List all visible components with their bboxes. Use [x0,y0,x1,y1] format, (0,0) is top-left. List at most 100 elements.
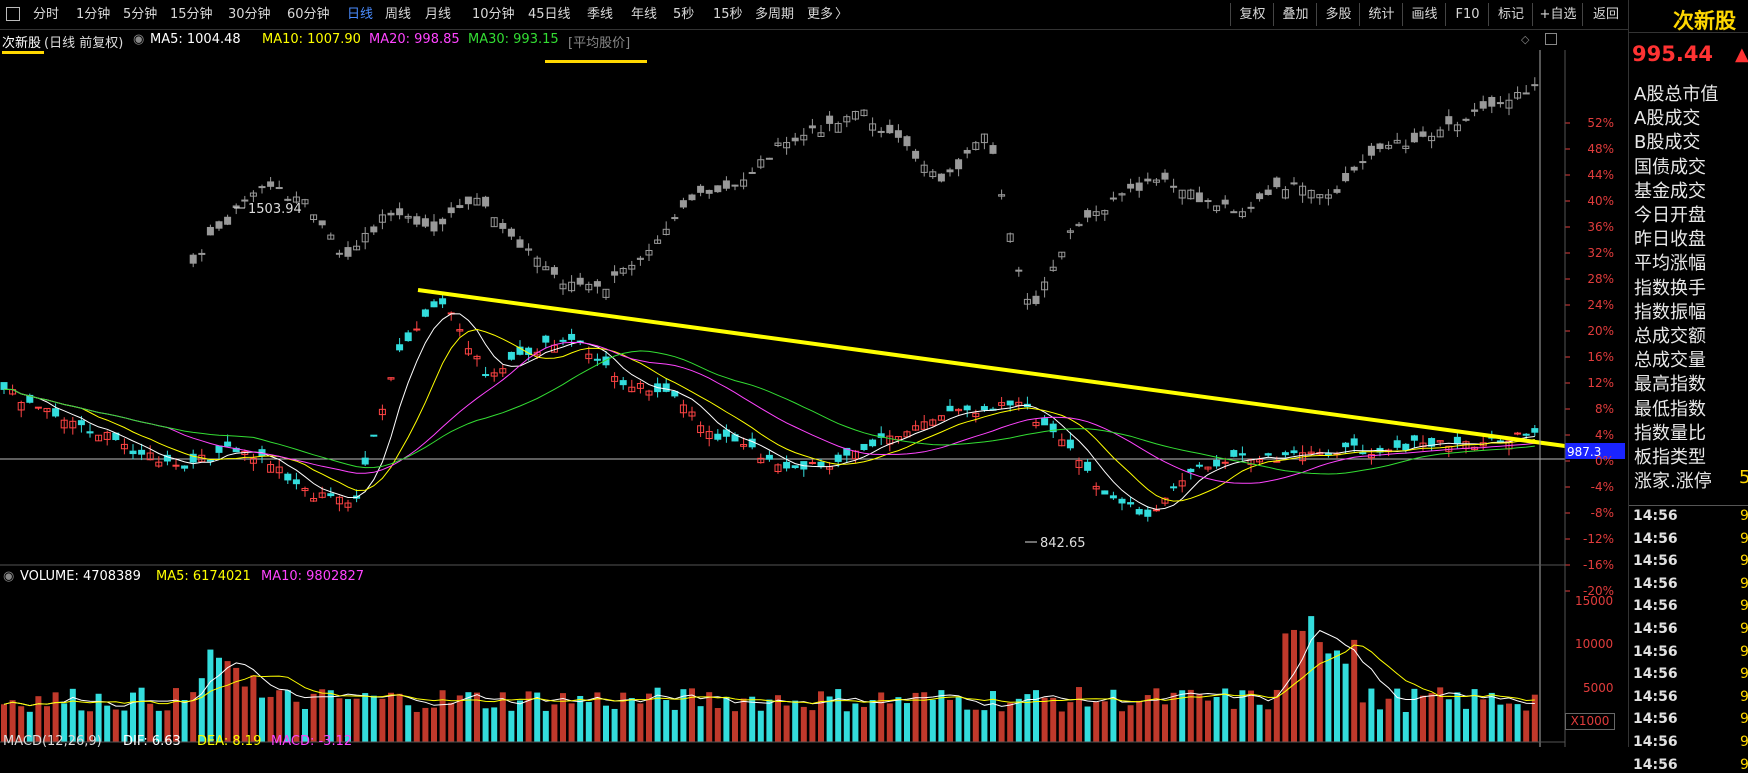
period-tab[interactable]: 1分钟 [76,7,111,22]
panel-menu-item[interactable]: 总成交量 [1634,350,1706,372]
avg-price-label[interactable]: [平均股价] [568,36,631,51]
volume-value: VOLUME: 4708389 [20,569,141,584]
chart-canvas[interactable]: 1503.94 842.65 987.3 52% 48% 44% 40% 36% 32% 2… [0,50,1628,747]
candlestick [1066,439,1074,449]
volume-bar [1256,704,1263,742]
window-icon[interactable] [6,7,20,21]
more-arrow-icon[interactable]: 〉 [835,7,849,22]
candlestick [568,281,576,292]
diamond-icon[interactable]: ◇ [1521,33,1530,46]
toolbar-button[interactable]: 返回 [1582,3,1629,26]
panel-menu-item[interactable]: A股总市值 [1634,84,1719,105]
panel-menu-item[interactable]: 总成交额 [1634,326,1706,347]
volume-bar [1153,688,1160,742]
tick-value: 9 [1740,666,1748,683]
period-tab[interactable]: 15秒 [713,7,743,22]
volume-bar [1015,698,1022,742]
candlestick [421,309,429,317]
candlestick [86,431,94,434]
candlestick [327,493,335,497]
panel-menu-item[interactable]: 最高指数 [1634,374,1706,396]
panel-menu-item[interactable]: 国债成交 [1634,156,1706,178]
panel-menu-item[interactable]: 最低指数 [1634,398,1706,420]
volume-ma5: MA5: 6174021 [156,569,251,584]
volume-bar [809,710,816,742]
settings-circle-icon[interactable]: ◉ [133,32,145,47]
period-tab[interactable]: 15分钟 [170,7,213,22]
candlestick [1015,269,1023,272]
period-tab[interactable]: 30分钟 [228,7,271,22]
volume-bar [663,700,670,742]
price-axis-label: 28% [1587,272,1614,286]
tick-value: 9 [1740,621,1748,637]
panel-menu-item[interactable]: B股成交 [1634,132,1701,154]
volume-bar [1024,694,1031,742]
candlestick [138,449,146,455]
period-tab[interactable]: 5秒 [673,7,695,22]
panel-menu-item[interactable]: 平均涨幅 [1634,253,1706,275]
candlestick [1436,129,1444,138]
toolbar-button[interactable]: 画线 [1402,3,1446,26]
tick-time: 14:56 [1633,553,1678,570]
candlestick [464,196,472,205]
toolbar-button[interactable]: +自选 [1532,3,1583,26]
panel-menu-item[interactable]: 指数振幅 [1634,301,1706,323]
volume-bar [981,710,988,742]
candlestick [619,380,627,386]
period-tab[interactable]: 5分钟 [123,7,158,22]
period-tab[interactable]: 日线 [347,7,374,22]
candlestick [912,425,920,431]
period-tab[interactable]: 周线 [385,7,412,22]
candlestick [731,184,739,187]
trend-line[interactable] [417,288,1566,448]
candlestick [722,429,730,437]
macd-value: MACD: -3.12 [271,734,353,748]
volume-bar [654,687,661,742]
candlestick [1307,451,1315,455]
volume-bar [904,703,910,742]
up-arrow-icon: ▲ [1735,44,1748,65]
panel-menu-item[interactable]: 板指类型 [1634,447,1706,468]
candlestick [791,465,799,469]
chart-mode[interactable]: (日线 前复权) [44,36,124,51]
candlestick [52,408,60,417]
candlestick [679,404,687,414]
period-tab[interactable]: 60分钟 [287,7,330,22]
panel-menu-item[interactable]: A股成交 [1634,108,1701,130]
toolbar-button[interactable]: F10 [1445,3,1489,26]
period-tab[interactable]: 年线 [631,7,658,22]
period-tab[interactable]: 多周期 [755,7,795,22]
panel-menu-item[interactable]: 指数量比 [1634,422,1706,444]
volume-bar [525,691,532,742]
panel-menu-item[interactable]: 指数换手 [1634,277,1706,299]
toolbar-button[interactable]: 复权 [1230,3,1274,26]
panel-menu-item[interactable]: 基金成交 [1634,180,1706,202]
toolbar-button[interactable]: 叠加 [1273,3,1317,26]
panel-menu-item[interactable]: 今日开盘 [1634,205,1706,226]
toolbar-button[interactable]: 统计 [1359,3,1403,26]
tick-time: 14:56 [1633,598,1678,615]
panel-menu-item[interactable]: 昨日收盘 [1634,229,1706,251]
panel-menu-item[interactable]: 涨家.涨停 [1634,471,1712,493]
period-tab[interactable]: 10分钟 [472,7,515,22]
period-tab[interactable]: 季线 [587,7,614,22]
candlestick [1170,486,1178,489]
volume-bar [405,705,412,742]
volume-bar [138,687,145,742]
volume-bar [680,689,687,742]
candlestick [1101,490,1109,495]
maximize-icon[interactable] [1545,33,1557,45]
period-tab[interactable]: 分时 [33,7,60,22]
candlestick [1488,96,1496,107]
period-tab[interactable]: 月线 [425,7,452,22]
period-tab[interactable]: 45日线 [528,7,571,22]
volume-ma10: MA10: 9802827 [261,569,365,584]
settings-circle-icon[interactable]: ◉ [3,569,15,584]
toolbar-button[interactable]: 标记 [1488,3,1533,26]
index-title[interactable]: 次新股 [2,36,42,51]
volume-bar [1308,616,1315,742]
candlestick [929,171,937,178]
period-tab[interactable]: 更多 [807,7,834,22]
toolbar-button[interactable]: 多股 [1316,3,1360,26]
candlestick [1152,179,1160,183]
